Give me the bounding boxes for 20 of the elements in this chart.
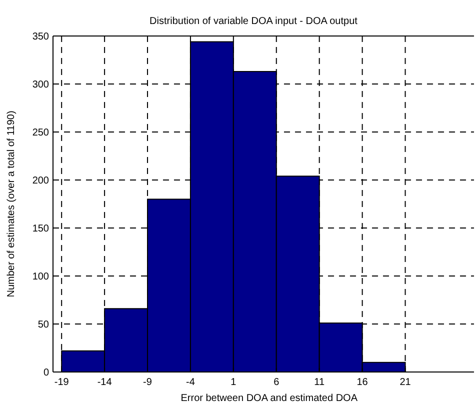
y-tick-label: 100 [32,272,50,282]
y-tick-label: 300 [32,80,50,90]
x-tick-label: -19 [54,377,70,388]
x-tick-label: -4 [186,377,196,388]
y-tick-label: 200 [32,176,50,186]
y-tick-label: 150 [32,224,50,234]
y-axis-title: Number of estimates (over a total of 1190) [6,110,17,298]
y-tick-label: 0 [43,368,50,378]
x-tick-label: 1 [230,377,237,388]
chart-title: Distribution of variable DOA input - DOA output [150,16,358,27]
x-tick-label: -14 [97,377,112,388]
y-tick-label: 50 [38,320,50,330]
x-tick-label: 11 [314,377,325,388]
x-tick-label: -9 [143,377,152,388]
y-tick-label: 250 [32,128,50,138]
y-tick-label: 350 [32,32,50,42]
x-axis-title: Error between DOA and estimated DOA [180,393,358,404]
x-tick-label: 6 [274,377,280,388]
x-tick-label: 16 [356,377,368,388]
x-tick-label: 21 [400,377,412,388]
